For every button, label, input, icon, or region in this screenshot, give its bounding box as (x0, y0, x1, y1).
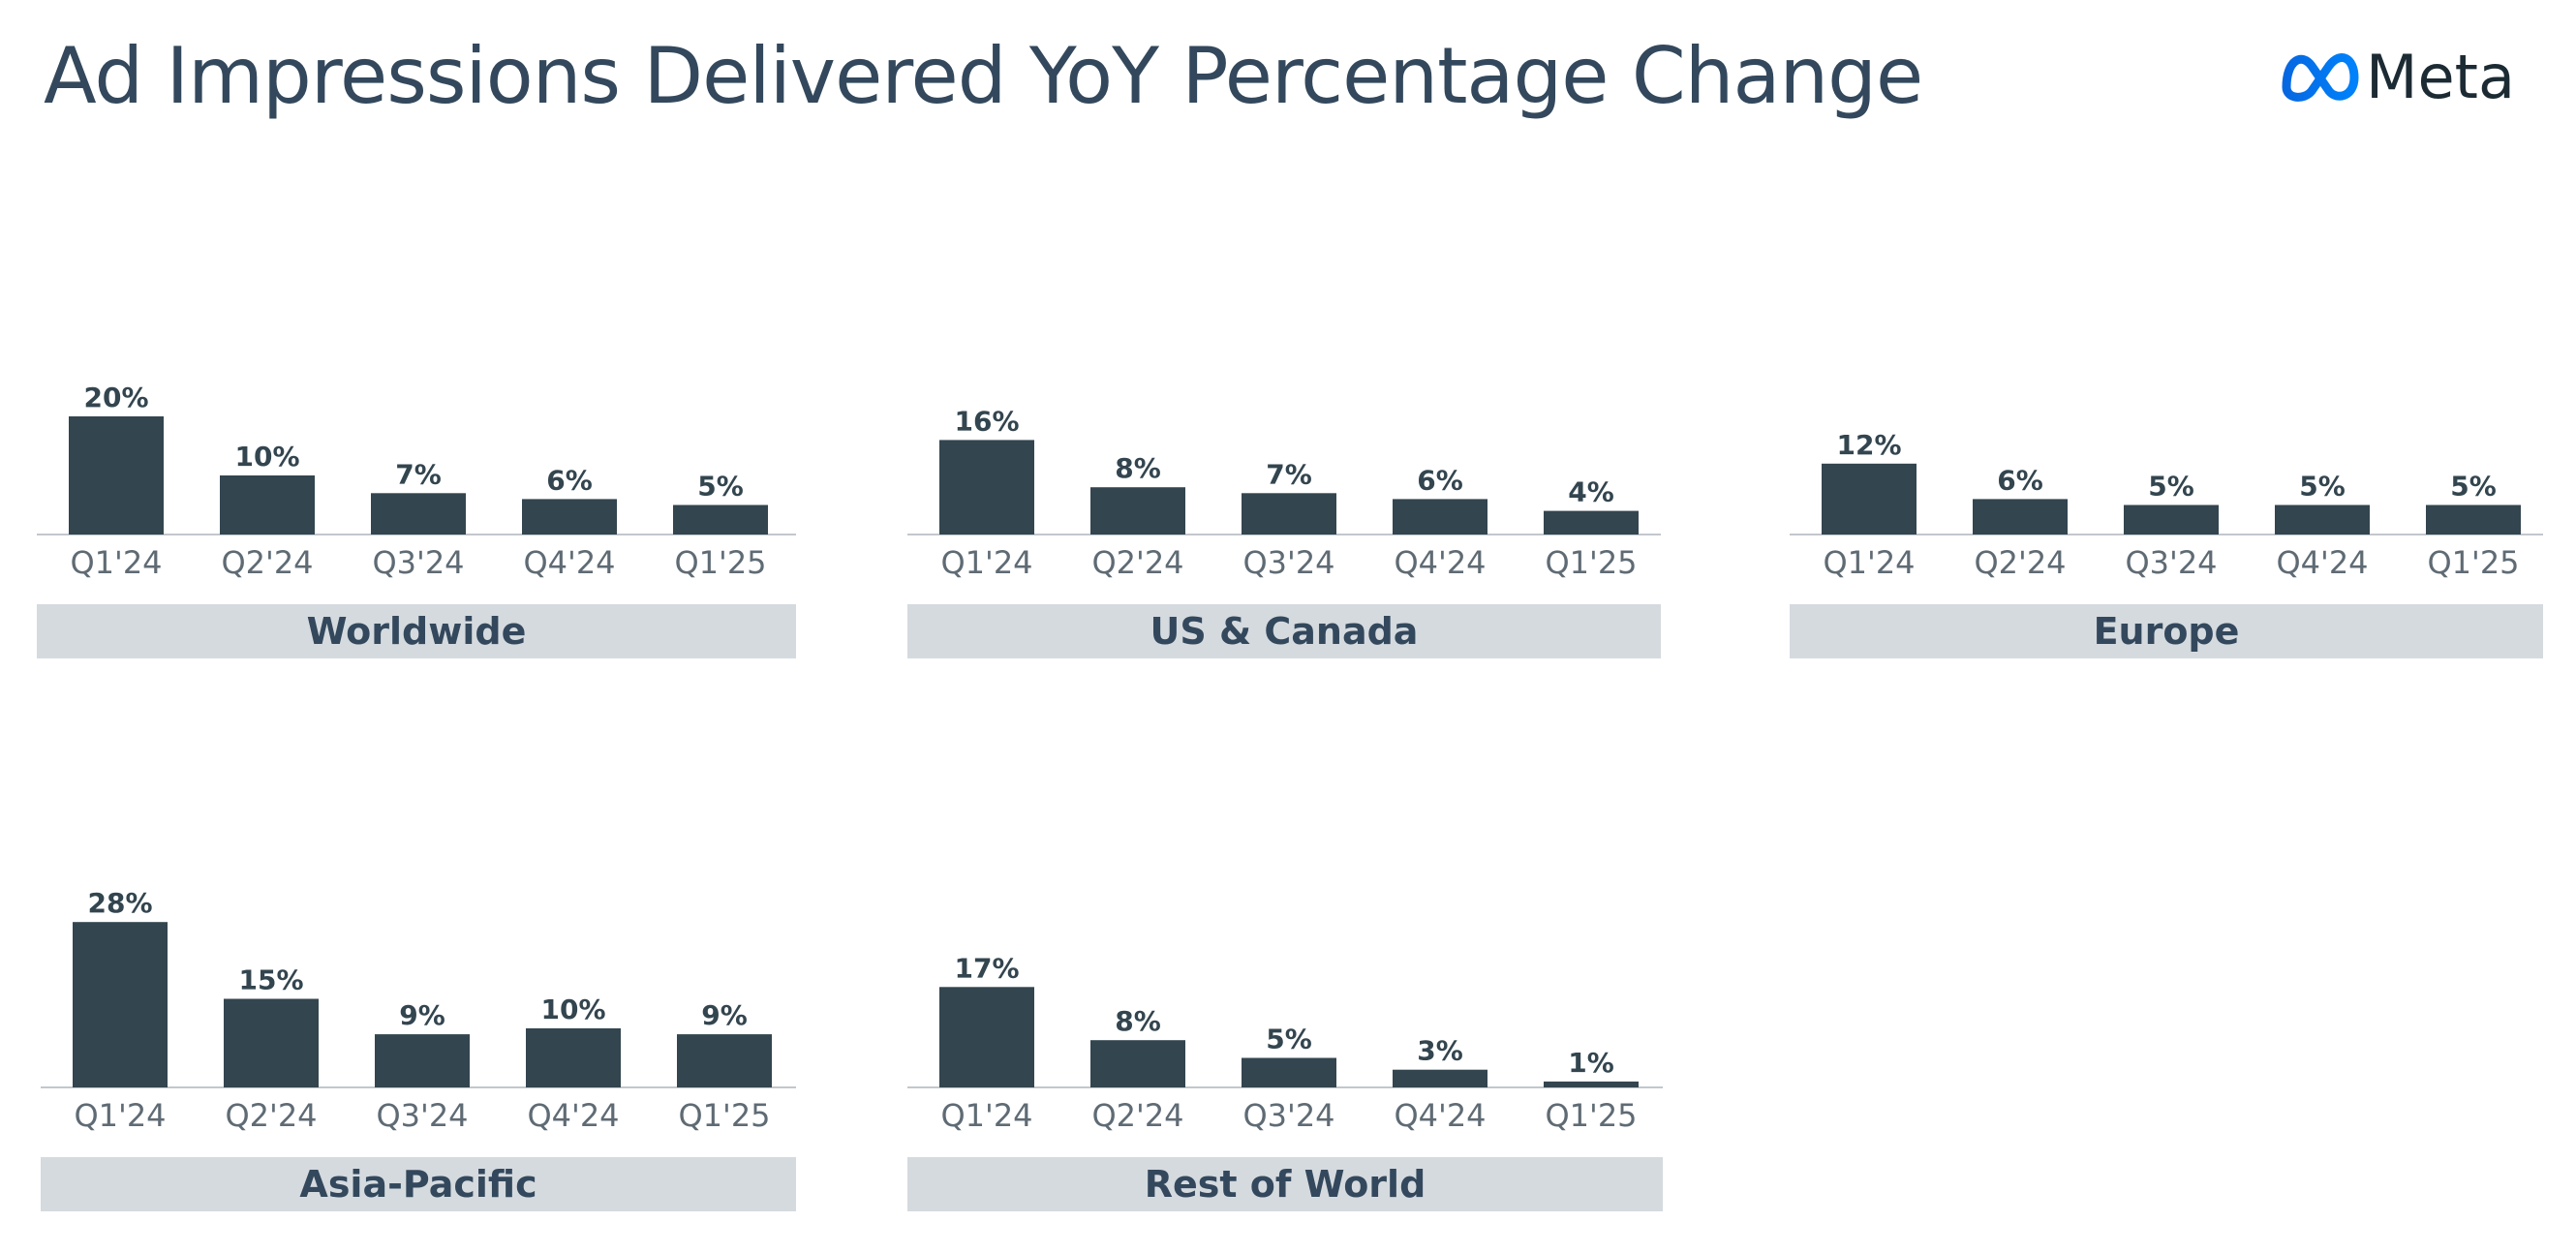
data-label-q1-25: 9% (701, 999, 748, 1031)
bar-chart: 17% Q1'24 8% Q2'24 5% Q3'24 3% Q4'24 1% Q1'25 (907, 952, 1663, 1134)
bar-q4-24 (1393, 1069, 1487, 1087)
bar-q1-24 (939, 440, 1034, 535)
tick-label-q1-25: Q1'25 (1545, 544, 1637, 581)
data-label-q3-24: 9% (399, 999, 445, 1031)
data-label-q2-24: 8% (1115, 1005, 1161, 1037)
data-label-q1-25: 1% (1568, 1047, 1614, 1079)
bar-q3-24 (1242, 1057, 1336, 1087)
data-label-q1-25: 5% (697, 471, 744, 503)
bar-q1-25 (673, 504, 768, 535)
tick-label-q4-24: Q4'24 (1394, 544, 1486, 581)
region-label: Asia-Pacific (41, 1157, 796, 1211)
region-label: US & Canada (907, 604, 1661, 658)
bar-q1-24 (73, 922, 168, 1087)
tick-label-q1-24: Q1'24 (74, 1097, 166, 1134)
bar-q2-24 (1973, 499, 2068, 535)
data-label-q2-24: 6% (1997, 464, 2043, 496)
data-label-q1-24: 20% (83, 382, 148, 413)
meta-wordmark: Meta (2366, 42, 2515, 112)
bar-q1-24 (69, 416, 164, 535)
bar-q1-24 (939, 987, 1034, 1087)
bar-q4-24 (1393, 499, 1487, 535)
data-label-q2-24: 8% (1115, 452, 1161, 484)
tick-label-q4-24: Q4'24 (1394, 1097, 1486, 1134)
data-label-q1-25: 5% (2450, 471, 2497, 503)
bar-q4-24 (522, 499, 617, 535)
chart-panel-us-canada: 16% Q1'24 8% Q2'24 7% Q3'24 6% Q4'24 4% Q1'25 US … (907, 368, 1661, 658)
data-label-q3-24: 7% (1266, 458, 1312, 490)
region-label: Europe (1790, 604, 2543, 658)
bar-q3-24 (375, 1034, 470, 1087)
region-label: Rest of World (907, 1157, 1663, 1211)
bar-chart: 28% Q1'24 15% Q2'24 9% Q3'24 10% Q4'24 9% Q1'25 (41, 887, 796, 1134)
bar-q3-24 (2124, 504, 2219, 535)
bar-chart: 20% Q1'24 10% Q2'24 7% Q3'24 6% Q4'24 5% Q1'25 (37, 382, 796, 581)
tick-label-q2-24: Q2'24 (1974, 544, 2066, 581)
tick-label-q1-24: Q1'24 (1823, 544, 1915, 581)
meta-infinity-icon (2282, 53, 2359, 102)
bar-q1-25 (2426, 504, 2521, 535)
data-label-q3-24: 5% (1266, 1024, 1312, 1055)
bar-q2-24 (220, 475, 315, 535)
tick-label-q2-24: Q2'24 (1091, 544, 1183, 581)
tick-label-q4-24: Q4'24 (527, 1097, 619, 1134)
data-label-q4-24: 5% (2299, 471, 2346, 503)
meta-logo: Meta (2281, 39, 2542, 121)
tick-label-q1-24: Q1'24 (940, 544, 1032, 581)
tick-label-q3-24: Q3'24 (2125, 544, 2217, 581)
tick-label-q1-25: Q1'25 (2427, 544, 2519, 581)
bar-q1-25 (1544, 1081, 1639, 1087)
chart-panel-asia-pacific: 28% Q1'24 15% Q2'24 9% Q3'24 10% Q4'24 9% Q1'25 A… (41, 874, 796, 1211)
bar-q2-24 (1090, 487, 1185, 535)
data-label-q1-24: 17% (954, 952, 1019, 984)
tick-label-q1-25: Q1'25 (674, 544, 766, 581)
data-label-q2-24: 10% (234, 441, 299, 473)
chart-panel-europe: 12% Q1'24 6% Q2'24 5% Q3'24 5% Q4'24 5% Q1'25 Eur… (1790, 368, 2543, 658)
data-label-q4-24: 6% (1417, 464, 1463, 496)
bar-q1-25 (1544, 510, 1639, 535)
bar-chart: 12% Q1'24 6% Q2'24 5% Q3'24 5% Q4'24 5% Q1'25 (1790, 429, 2543, 581)
data-label-q4-24: 10% (540, 993, 605, 1025)
data-label-q1-24: 16% (954, 405, 1019, 437)
tick-label-q4-24: Q4'24 (2276, 544, 2368, 581)
data-label-q3-24: 7% (395, 458, 442, 490)
bar-q1-25 (677, 1034, 772, 1087)
bar-q2-24 (1090, 1040, 1185, 1087)
data-label-q1-24: 28% (87, 887, 152, 919)
tick-label-q3-24: Q3'24 (372, 544, 464, 581)
tick-label-q1-25: Q1'25 (1545, 1097, 1637, 1134)
data-label-q3-24: 5% (2148, 471, 2194, 503)
data-label-q4-24: 6% (546, 464, 593, 496)
tick-label-q2-24: Q2'24 (1091, 1097, 1183, 1134)
data-label-q4-24: 3% (1417, 1035, 1463, 1067)
region-label: Worldwide (37, 604, 796, 658)
tick-label-q3-24: Q3'24 (1242, 1097, 1334, 1134)
tick-label-q2-24: Q2'24 (225, 1097, 317, 1134)
chart-panel-worldwide: 20% Q1'24 10% Q2'24 7% Q3'24 6% Q4'24 5% Q1'25 Wo… (37, 368, 796, 658)
bar-chart: 16% Q1'24 8% Q2'24 7% Q3'24 6% Q4'24 4% Q1'25 (907, 405, 1661, 581)
page-title: Ad Impressions Delivered YoY Percentage … (44, 31, 1923, 121)
bar-q4-24 (526, 1028, 621, 1087)
data-label-q1-24: 12% (1836, 429, 1901, 461)
bar-q3-24 (371, 493, 466, 535)
bar-q2-24 (224, 998, 319, 1087)
tick-label-q4-24: Q4'24 (523, 544, 615, 581)
bar-q1-24 (1822, 463, 1917, 535)
tick-label-q1-25: Q1'25 (678, 1097, 770, 1134)
tick-label-q2-24: Q2'24 (221, 544, 313, 581)
bar-q3-24 (1242, 493, 1336, 535)
tick-label-q3-24: Q3'24 (1242, 544, 1334, 581)
data-label-q1-25: 4% (1568, 476, 1614, 508)
bar-q4-24 (2275, 504, 2370, 535)
chart-panel-rest-of-world: 17% Q1'24 8% Q2'24 5% Q3'24 3% Q4'24 1% Q1'25 Res… (907, 874, 1663, 1211)
tick-label-q3-24: Q3'24 (376, 1097, 468, 1134)
tick-label-q1-24: Q1'24 (70, 544, 162, 581)
tick-label-q1-24: Q1'24 (940, 1097, 1032, 1134)
data-label-q2-24: 15% (238, 964, 303, 996)
